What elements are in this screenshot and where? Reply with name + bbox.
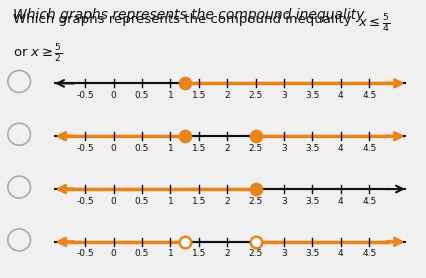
Text: -0.5: -0.5 xyxy=(76,91,94,100)
Text: 3: 3 xyxy=(281,91,287,100)
Text: 2.5: 2.5 xyxy=(248,197,263,206)
Text: 3.5: 3.5 xyxy=(305,197,320,206)
Text: 4.5: 4.5 xyxy=(362,249,376,259)
Text: $x \leq \frac{5}{4}$: $x \leq \frac{5}{4}$ xyxy=(358,13,390,35)
Text: 4: 4 xyxy=(338,144,344,153)
Text: 1.5: 1.5 xyxy=(192,197,206,206)
Text: 2: 2 xyxy=(225,91,230,100)
Text: 0.5: 0.5 xyxy=(135,197,149,206)
Text: 1: 1 xyxy=(167,197,173,206)
Text: Which graphs represents the compound inequality: Which graphs represents the compound ine… xyxy=(13,8,368,22)
Text: 2.5: 2.5 xyxy=(248,144,263,153)
Text: 3.5: 3.5 xyxy=(305,91,320,100)
Text: 1.5: 1.5 xyxy=(192,144,206,153)
Text: 0: 0 xyxy=(111,91,116,100)
Point xyxy=(252,134,259,138)
Text: 1.5: 1.5 xyxy=(192,249,206,259)
Text: -0.5: -0.5 xyxy=(76,249,94,259)
Text: 3.5: 3.5 xyxy=(305,144,320,153)
Text: 0.5: 0.5 xyxy=(135,144,149,153)
Text: -0.5: -0.5 xyxy=(76,197,94,206)
Point xyxy=(181,240,188,244)
Point xyxy=(252,187,259,191)
Text: 0.5: 0.5 xyxy=(135,91,149,100)
Point xyxy=(181,134,188,138)
Text: 1: 1 xyxy=(167,91,173,100)
Text: 2: 2 xyxy=(225,249,230,259)
Text: 1: 1 xyxy=(167,144,173,153)
Text: 4.5: 4.5 xyxy=(362,91,376,100)
Text: 4: 4 xyxy=(338,91,344,100)
Text: 4.5: 4.5 xyxy=(362,144,376,153)
Text: 2.5: 2.5 xyxy=(248,249,263,259)
Text: 3: 3 xyxy=(281,144,287,153)
Text: 0: 0 xyxy=(111,144,116,153)
Text: 1.5: 1.5 xyxy=(192,91,206,100)
Text: 3: 3 xyxy=(281,249,287,259)
Text: 4: 4 xyxy=(338,249,344,259)
Text: 0: 0 xyxy=(111,249,116,259)
Text: 4.5: 4.5 xyxy=(362,197,376,206)
Text: 3: 3 xyxy=(281,197,287,206)
Point xyxy=(252,240,259,244)
Text: 3.5: 3.5 xyxy=(305,249,320,259)
Text: 0: 0 xyxy=(111,197,116,206)
Text: 4: 4 xyxy=(338,197,344,206)
Text: or $x \geq \frac{5}{2}$: or $x \geq \frac{5}{2}$ xyxy=(13,43,63,65)
Text: Which graphs represents the compound inequality: Which graphs represents the compound ine… xyxy=(13,13,356,26)
Text: 2: 2 xyxy=(225,197,230,206)
Point xyxy=(181,81,188,86)
Text: 2.5: 2.5 xyxy=(248,91,263,100)
Text: -0.5: -0.5 xyxy=(76,144,94,153)
Text: 1: 1 xyxy=(167,249,173,259)
Text: 0.5: 0.5 xyxy=(135,249,149,259)
Text: 2: 2 xyxy=(225,144,230,153)
